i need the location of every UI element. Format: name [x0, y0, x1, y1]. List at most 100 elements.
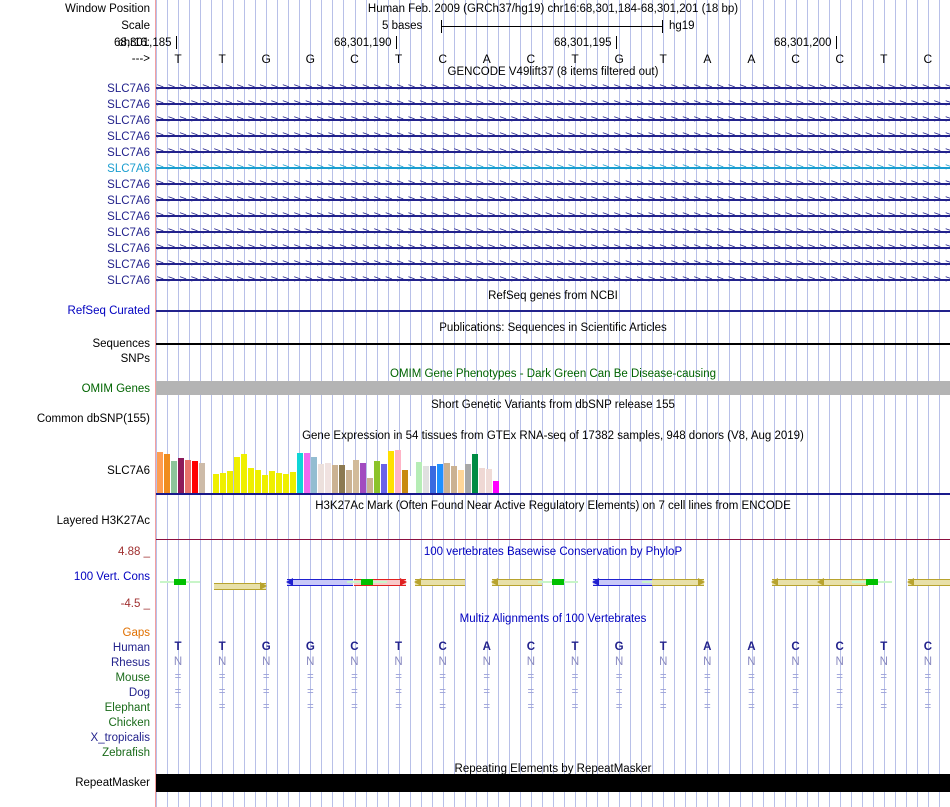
- label-repeatmasker[interactable]: RepeatMasker: [75, 777, 150, 789]
- conservation-score-tick[interactable]: [160, 578, 200, 586]
- gtex-tissue-bar[interactable]: [402, 470, 408, 494]
- gtex-tissue-bar[interactable]: [213, 474, 219, 494]
- gtex-tissue-bar[interactable]: [472, 454, 478, 494]
- conservation-alignment-arrow[interactable]: [771, 578, 822, 586]
- label-snps[interactable]: SNPs: [120, 353, 150, 365]
- species-alignment-row[interactable]: = = = = = = = = = = = = = = = = = =: [156, 671, 950, 686]
- gencode-transcript-row[interactable]: >>>>>>>>>>>>>>>>>>>>>>>>>>>>>>>>>>>>>>>>…: [156, 98, 950, 110]
- browser-data-panel[interactable]: Human Feb. 2009 (GRCh37/hg19) chr16:68,3…: [114, 0, 950, 807]
- label-layered-h3k27ac[interactable]: Layered H3K27Ac: [56, 515, 150, 527]
- gtex-tissue-bar[interactable]: [185, 460, 191, 494]
- species-label[interactable]: Elephant: [104, 702, 150, 714]
- gtex-tissue-bar[interactable]: [269, 471, 275, 494]
- conservation-features[interactable]: [156, 560, 950, 608]
- gencode-gene-label[interactable]: SLC7A6: [107, 83, 150, 95]
- gtex-tissue-bar[interactable]: [220, 473, 226, 494]
- gtex-bar-chart[interactable]: [156, 450, 950, 494]
- gencode-transcript-row[interactable]: >>>>>>>>>>>>>>>>>>>>>>>>>>>>>>>>>>>>>>>>…: [156, 82, 950, 94]
- conservation-alignment-arrow[interactable]: [592, 578, 653, 586]
- gtex-tissue-bar[interactable]: [346, 470, 352, 494]
- conservation-alignment-arrow[interactable]: [286, 578, 353, 586]
- gencode-transcript-row[interactable]: >>>>>>>>>>>>>>>>>>>>>>>>>>>>>>>>>>>>>>>>…: [156, 146, 950, 158]
- gtex-tissue-bar[interactable]: [353, 460, 359, 494]
- gtex-tissue-bar[interactable]: [339, 465, 345, 494]
- gencode-transcript-row[interactable]: >>>>>>>>>>>>>>>>>>>>>>>>>>>>>>>>>>>>>>>>…: [156, 130, 950, 142]
- gtex-tissue-bar[interactable]: [157, 452, 163, 494]
- gencode-transcript-row[interactable]: >>>>>>>>>>>>>>>>>>>>>>>>>>>>>>>>>>>>>>>>…: [156, 114, 950, 126]
- gtex-tissue-bar[interactable]: [381, 464, 387, 494]
- gencode-gene-label[interactable]: SLC7A6: [107, 227, 150, 239]
- gtex-tissue-bar[interactable]: [178, 458, 184, 494]
- gtex-tissue-bar[interactable]: [430, 466, 436, 494]
- label-refseq-curated[interactable]: RefSeq Curated: [67, 305, 150, 317]
- gtex-tissue-bar[interactable]: [451, 466, 457, 494]
- gtex-tissue-bar[interactable]: [290, 472, 296, 494]
- gencode-gene-label[interactable]: SLC7A6: [107, 147, 150, 159]
- conservation-alignment-arrow[interactable]: [491, 578, 542, 586]
- gtex-tissue-bar[interactable]: [255, 470, 261, 494]
- gencode-transcript-row[interactable]: >>>>>>>>>>>>>>>>>>>>>>>>>>>>>>>>>>>>>>>>…: [156, 242, 950, 254]
- gencode-gene-label[interactable]: SLC7A6: [107, 115, 150, 127]
- gtex-tissue-bar[interactable]: [409, 476, 415, 494]
- gtex-tissue-bar[interactable]: [388, 451, 394, 494]
- gtex-tissue-bar[interactable]: [465, 464, 471, 494]
- conservation-score-tick[interactable]: [852, 578, 892, 586]
- conservation-score-tick[interactable]: [347, 578, 387, 586]
- gtex-tissue-bar[interactable]: [325, 463, 331, 494]
- gtex-tissue-bar[interactable]: [311, 457, 317, 494]
- gtex-tissue-bar[interactable]: [227, 471, 233, 494]
- gencode-transcript-row[interactable]: >>>>>>>>>>>>>>>>>>>>>>>>>>>>>>>>>>>>>>>>…: [156, 162, 950, 174]
- gtex-tissue-bar[interactable]: [283, 474, 289, 494]
- species-label[interactable]: Zebrafish: [102, 747, 150, 759]
- gtex-tissue-bar[interactable]: [332, 465, 338, 494]
- gtex-tissue-bar[interactable]: [262, 475, 268, 494]
- gtex-tissue-bar[interactable]: [360, 463, 366, 494]
- gtex-tissue-bar[interactable]: [395, 450, 401, 494]
- gencode-transcript-row[interactable]: >>>>>>>>>>>>>>>>>>>>>>>>>>>>>>>>>>>>>>>>…: [156, 194, 950, 206]
- gtex-tissue-bar[interactable]: [486, 469, 492, 494]
- conservation-score-tick[interactable]: [538, 578, 578, 586]
- gencode-gene-label[interactable]: SLC7A6: [107, 211, 150, 223]
- gencode-gene-label[interactable]: SLC7A6: [107, 243, 150, 255]
- gencode-gene-label[interactable]: SLC7A6: [107, 163, 150, 175]
- sequences-feature-line[interactable]: [156, 343, 950, 345]
- species-alignment-row[interactable]: = = = = = = = = = = = = = = = = = =: [156, 686, 950, 701]
- label-common-dbsnp[interactable]: Common dbSNP(155): [36, 413, 150, 425]
- repeatmasker-feature-bar[interactable]: [156, 774, 950, 792]
- gtex-tissue-bar[interactable]: [234, 457, 240, 494]
- species-label[interactable]: Rhesus: [111, 657, 150, 669]
- gencode-gene-label[interactable]: SLC7A6: [107, 179, 150, 191]
- gtex-tissue-bar[interactable]: [437, 464, 443, 494]
- gencode-transcript-row[interactable]: >>>>>>>>>>>>>>>>>>>>>>>>>>>>>>>>>>>>>>>>…: [156, 274, 950, 286]
- species-label[interactable]: Mouse: [115, 672, 150, 684]
- label-window-position[interactable]: Window Position: [64, 3, 150, 15]
- species-alignment-row[interactable]: = = = = = = = = = = = = = = = = = =: [156, 701, 950, 716]
- refseq-gene-line[interactable]: [156, 310, 950, 312]
- gencode-gene-label[interactable]: SLC7A6: [107, 131, 150, 143]
- gencode-gene-label[interactable]: SLC7A6: [107, 259, 150, 271]
- gencode-transcript-row[interactable]: >>>>>>>>>>>>>>>>>>>>>>>>>>>>>>>>>>>>>>>>…: [156, 178, 950, 190]
- label-omim-genes[interactable]: OMIM Genes: [81, 383, 150, 395]
- species-label[interactable]: Gaps: [122, 627, 151, 639]
- gtex-tissue-bar[interactable]: [164, 454, 170, 494]
- gtex-tissue-bar[interactable]: [241, 454, 247, 494]
- gencode-transcript-row[interactable]: >>>>>>>>>>>>>>>>>>>>>>>>>>>>>>>>>>>>>>>>…: [156, 226, 950, 238]
- species-label[interactable]: Human: [112, 642, 150, 654]
- species-label[interactable]: Dog: [128, 687, 150, 699]
- gtex-tissue-bar[interactable]: [318, 464, 324, 494]
- gtex-tissue-bar[interactable]: [297, 453, 303, 494]
- species-label[interactable]: Chicken: [108, 717, 150, 729]
- gtex-tissue-bar[interactable]: [171, 461, 177, 494]
- gtex-tissue-bar[interactable]: [444, 463, 450, 494]
- label-cons-track[interactable]: 100 Vert. Cons: [73, 571, 150, 583]
- conservation-alignment-arrow[interactable]: [214, 582, 267, 590]
- gtex-tissue-bar[interactable]: [458, 470, 464, 494]
- gencode-transcript-row[interactable]: >>>>>>>>>>>>>>>>>>>>>>>>>>>>>>>>>>>>>>>>…: [156, 258, 950, 270]
- gtex-tissue-bar[interactable]: [423, 466, 429, 494]
- gtex-tissue-bar[interactable]: [374, 461, 380, 494]
- gtex-tissue-bar[interactable]: [199, 463, 205, 494]
- label-scale[interactable]: Scale: [121, 20, 150, 32]
- gtex-tissue-bar[interactable]: [493, 481, 499, 494]
